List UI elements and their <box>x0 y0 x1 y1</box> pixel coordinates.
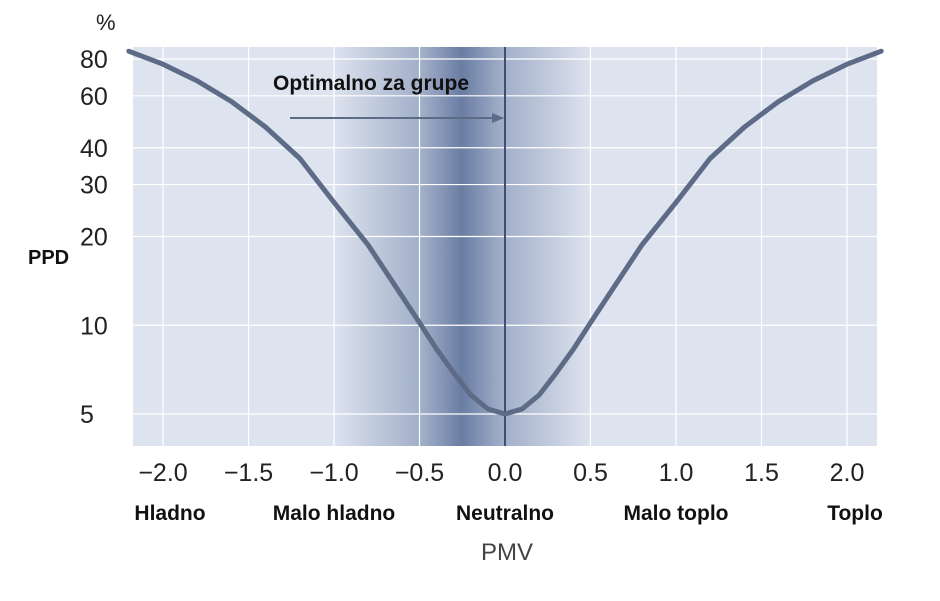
zone-label: Hladno <box>134 502 205 525</box>
x-tick-label: −0.5 <box>395 459 444 487</box>
y-tick-label: 30 <box>80 172 108 200</box>
x-tick-label: 2.0 <box>830 459 865 487</box>
x-tick-labels: −2.0 −1.5 −1.0 −0.5 0.0 0.5 1.0 1.5 2.0 <box>138 459 864 487</box>
y-axis-label: PPD <box>28 247 69 269</box>
y-tick-label: 80 <box>80 46 108 74</box>
y-tick-label: 40 <box>80 135 108 163</box>
y-unit-label: % <box>96 10 116 35</box>
ppd-curve <box>126 48 884 417</box>
zone-labels: Hladno Malo hladno Neutralno Malo toplo Topl… <box>134 502 882 525</box>
y-tick-label: 10 <box>80 312 108 340</box>
x-tick-label: −2.0 <box>138 459 187 487</box>
x-tick-label: −1.5 <box>224 459 273 487</box>
x-axis-label: PMV <box>481 539 533 566</box>
x-tick-label: −1.0 <box>309 459 358 487</box>
x-tick-label: 1.5 <box>744 459 779 487</box>
annotation-label: Optimalno za grupe <box>273 72 469 95</box>
y-tick-label: 20 <box>80 224 108 252</box>
x-tick-label: 0.5 <box>573 459 608 487</box>
y-tick-label: 5 <box>80 401 94 429</box>
zone-label: Toplo <box>827 502 883 525</box>
zone-label: Malo toplo <box>624 502 729 525</box>
zone-label: Neutralno <box>456 502 554 525</box>
x-tick-label: 0.0 <box>488 459 523 487</box>
x-tick-label: 1.0 <box>659 459 694 487</box>
y-tick-label: 60 <box>80 83 108 111</box>
zone-label: Malo hladno <box>273 502 396 525</box>
y-tick-labels: 5 10 20 30 40 60 80 <box>80 46 108 429</box>
